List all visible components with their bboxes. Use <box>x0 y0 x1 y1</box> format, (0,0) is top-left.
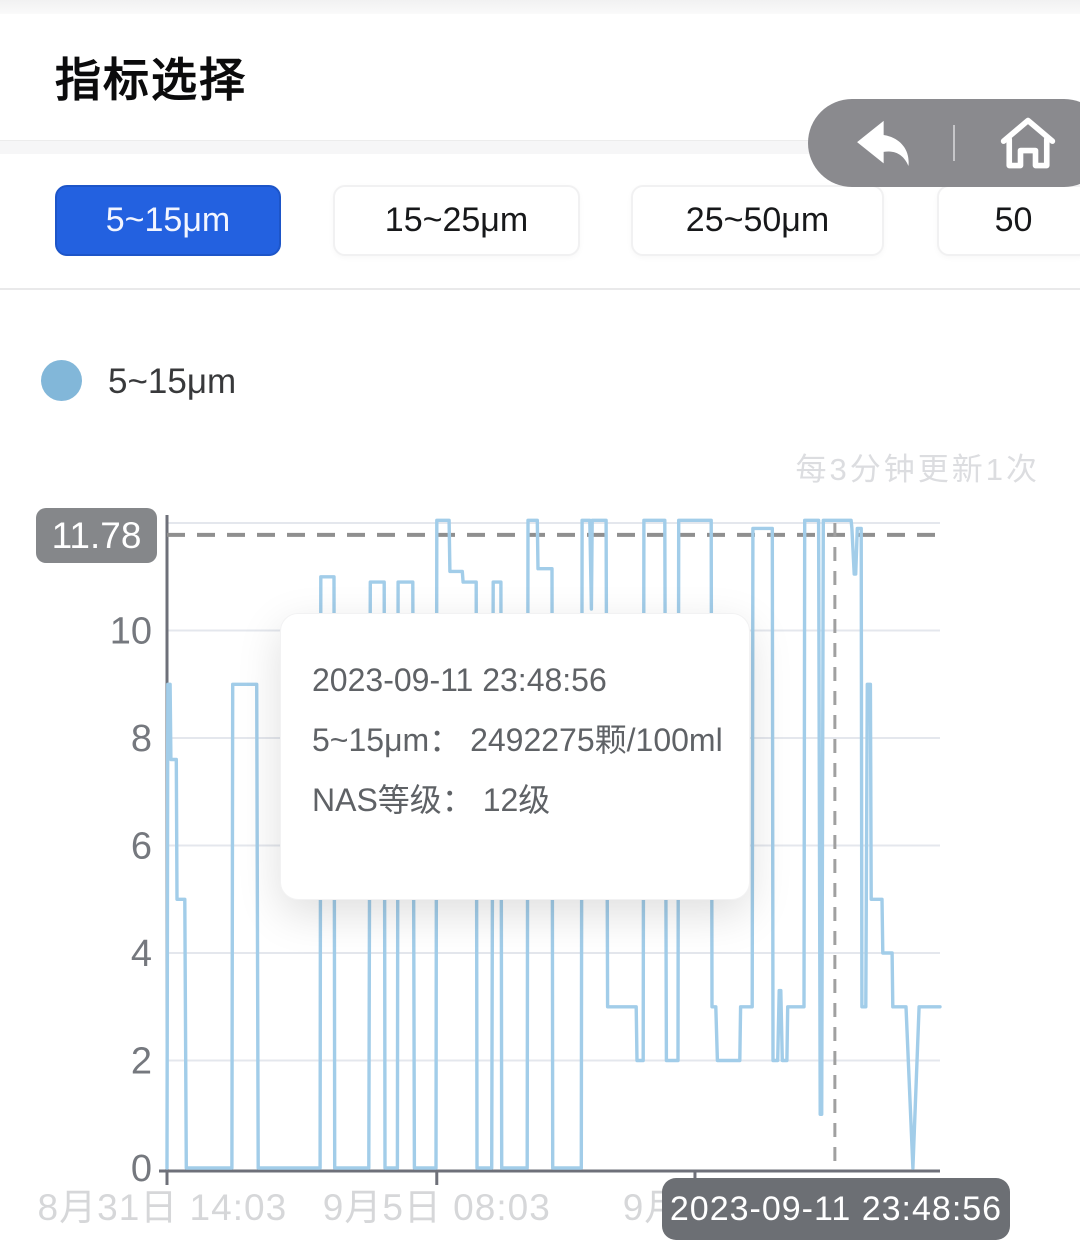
nav-capsule <box>808 99 1080 187</box>
tabs-row: 5~15μm 15~25μm 25~50μm 50 <box>0 154 1080 290</box>
tab-25-50um[interactable]: 25~50μm <box>631 185 884 256</box>
max-value-badge: 11.78 <box>36 508 157 563</box>
top-fade-strip <box>0 0 1080 14</box>
tooltip-particle-value: 5~15μm： 2492275颗/100ml <box>312 722 723 758</box>
back-button[interactable] <box>808 115 953 171</box>
tooltip-nas-level: NAS等级： 12级 <box>312 782 551 818</box>
x-tick-label-0: 8月31日 14:03 <box>38 1187 288 1228</box>
page-title: 指标选择 <box>55 54 247 106</box>
tab-15-25um[interactable]: 15~25μm <box>333 185 580 256</box>
x-axis-selected-time-label: 2023-09-11 23:48:56 <box>662 1178 1010 1240</box>
y-tick-label-6: 6 <box>131 826 152 868</box>
y-tick-label-8: 8 <box>131 718 152 760</box>
tab-5-15um[interactable]: 5~15μm <box>55 185 281 256</box>
y-tick-label-4: 4 <box>131 933 152 975</box>
home-icon <box>1000 117 1055 169</box>
y-tick-label-0: 0 <box>131 1148 152 1190</box>
capsule-divider <box>953 125 955 161</box>
y-tick-label-2: 2 <box>131 1041 152 1083</box>
legend-dot[interactable] <box>41 360 82 401</box>
tab-50um[interactable]: 50 <box>937 185 1080 256</box>
x-tick-label-1: 9月5日 08:03 <box>323 1187 551 1228</box>
legend-label[interactable]: 5~15μm <box>108 362 237 401</box>
tooltip-datetime: 2023-09-11 23:48:56 <box>312 662 607 698</box>
back-arrow-icon <box>856 120 909 167</box>
chart-tooltip: 2023-09-11 23:48:56 5~15μm： 2492275颗/100… <box>280 613 750 900</box>
update-interval-note: 每3分钟更新1次 <box>795 452 1040 487</box>
y-tick-label-10: 10 <box>110 611 152 653</box>
legend: 5~15μm <box>0 360 1080 412</box>
series-line-5-15um <box>165 518 942 1170</box>
home-button[interactable] <box>955 114 1080 172</box>
